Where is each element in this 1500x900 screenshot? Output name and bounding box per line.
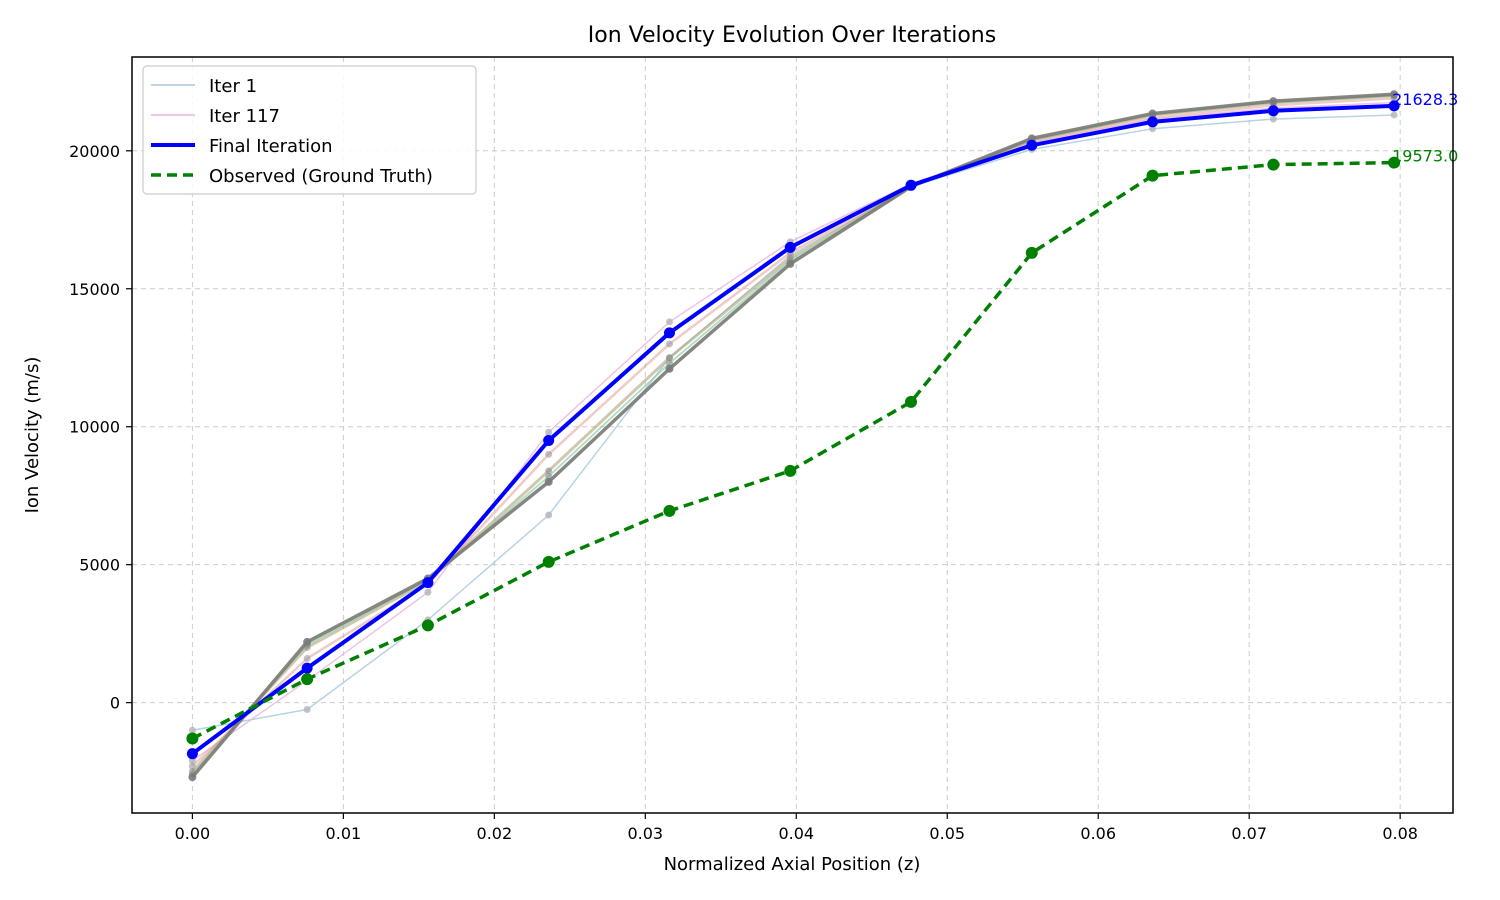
series-0 [188, 111, 1398, 734]
data-point [665, 318, 673, 326]
data-point [1269, 115, 1277, 123]
data-point [543, 435, 555, 447]
data-point [1026, 139, 1038, 151]
data-point [1147, 116, 1159, 128]
series-layer [186, 90, 1401, 782]
x-tick-label: 0.04 [778, 824, 814, 843]
data-point [186, 748, 198, 760]
data-point [545, 467, 553, 475]
data-point [424, 588, 432, 596]
data-point [1390, 90, 1399, 99]
legend-label: Final Iteration [209, 136, 333, 157]
x-tick-label: 0.05 [929, 824, 965, 843]
series-line [191, 101, 1395, 762]
data-point [786, 259, 795, 268]
y-tick-label: 20000 [69, 142, 120, 161]
chart-title: Ion Velocity Evolution Over Iterations [588, 23, 996, 48]
x-tick-label: 0.07 [1231, 824, 1267, 843]
grid [132, 57, 1453, 813]
x-axis-label: Normalized Axial Position (z) [664, 854, 921, 875]
data-point [422, 577, 434, 589]
x-tick-label: 0.02 [477, 824, 513, 843]
data-point [1269, 97, 1278, 106]
y-tick-label: 0 [110, 694, 120, 713]
data-point [1388, 156, 1401, 169]
series-6 [186, 100, 1400, 760]
legend-label: Observed (Ground Truth) [209, 166, 433, 187]
data-point [784, 464, 797, 477]
data-point [188, 726, 196, 734]
series-line [191, 94, 1395, 773]
data-point [544, 477, 553, 486]
y-tick-label: 5000 [79, 556, 120, 575]
data-point [1148, 109, 1157, 118]
plot-frame [131, 56, 1454, 814]
x-tick-label: 0.01 [326, 824, 362, 843]
series-line [191, 103, 1395, 756]
x-tick-label: 0.03 [627, 824, 663, 843]
data-point [665, 340, 673, 348]
legend-label: Iter 1 [209, 76, 257, 97]
series-2 [188, 94, 1398, 770]
series-4 [188, 92, 1398, 778]
series-7 [186, 156, 1401, 745]
data-point [663, 327, 675, 339]
data-point [303, 637, 312, 646]
end-value-label: 19573.0 [1392, 147, 1458, 166]
y-tick-label: 15000 [69, 280, 120, 299]
data-point [545, 428, 553, 436]
series-line [192, 114, 1395, 731]
data-point [1390, 111, 1398, 119]
data-point [784, 241, 796, 253]
data-point [301, 662, 313, 674]
data-point [665, 354, 673, 362]
data-point [186, 732, 199, 745]
data-point [545, 511, 553, 519]
data-point [665, 364, 674, 373]
data-point [188, 773, 197, 782]
legend-label: Iter 117 [209, 106, 280, 127]
data-point [905, 179, 917, 191]
data-point [1388, 100, 1400, 112]
ticks: 0.00 0.01 0.02 0.03 0.04 0.05 0.06 0.07 0.08 0 500… [69, 142, 1418, 843]
x-tick-label: 0.06 [1080, 824, 1116, 843]
x-tick-label: 0.08 [1382, 824, 1418, 843]
series-line [191, 92, 1395, 779]
data-point [303, 706, 311, 714]
end-value-label: 21628.3 [1392, 90, 1458, 109]
y-axis-label: Ion Velocity (m/s) [22, 357, 43, 514]
series-line [191, 97, 1395, 768]
series-line [191, 94, 1395, 776]
data-point [303, 654, 311, 662]
legend-box [142, 65, 477, 195]
data-point [1146, 169, 1159, 182]
x-tick-label: 0.00 [175, 824, 211, 843]
data-point [1025, 246, 1038, 259]
data-point [905, 395, 918, 408]
data-point [421, 619, 434, 632]
data-point [663, 504, 676, 517]
data-point [1267, 158, 1280, 171]
y-tick-label: 10000 [69, 418, 120, 437]
data-point [542, 555, 555, 568]
end-labels: 21628.3 19573.0 [1392, 90, 1458, 166]
series-1 [188, 99, 1398, 765]
legend: Iter 1 Iter 117 Final Iteration Observed (G… [142, 65, 477, 195]
data-point [1267, 105, 1279, 117]
data-point [545, 450, 553, 458]
data-point [301, 673, 314, 686]
